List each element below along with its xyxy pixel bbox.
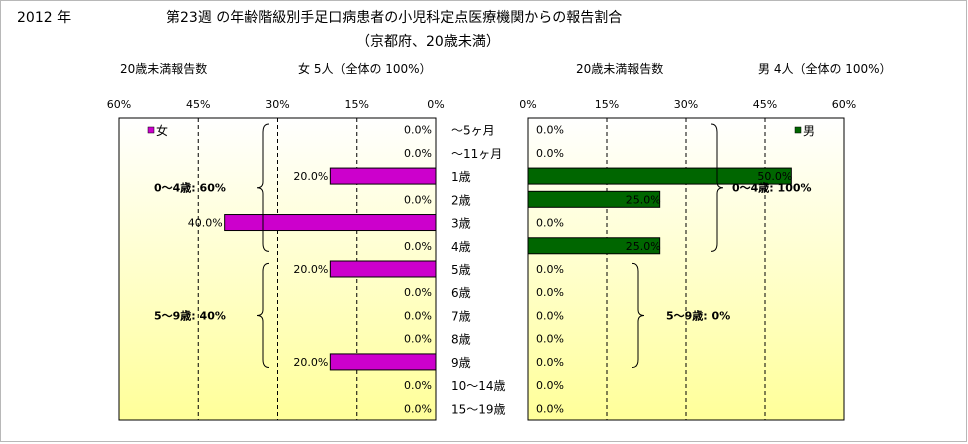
female-data-label: 20.0% (293, 170, 328, 183)
female-legend-swatch (147, 126, 155, 134)
male-data-label: 0.0% (536, 379, 564, 392)
female-data-label: 20.0% (293, 356, 328, 369)
male-age-0-4-brace (710, 123, 724, 252)
category-label: 5歳 (451, 263, 471, 277)
female-data-label: 0.0% (404, 333, 432, 346)
female-bar (224, 214, 437, 232)
male-data-label: 50.0% (757, 170, 792, 183)
female-data-label: 0.0% (404, 402, 432, 415)
male-data-label: 0.0% (536, 309, 564, 322)
female-age-0-4-annotation: 0～4歳: 60% (154, 181, 226, 195)
year-label: 2012 年 (17, 10, 72, 26)
female-data-label: 0.0% (404, 240, 432, 253)
female-data-label: 0.0% (404, 124, 432, 137)
male-axis-caption: 20歳未満報告数 (576, 62, 664, 76)
female-data-label: 40.0% (188, 217, 223, 230)
male-tick-label: 45% (753, 98, 777, 111)
female-tick-label: 45% (186, 98, 210, 111)
category-label: 9歳 (451, 356, 471, 370)
category-label: 7歳 (451, 309, 471, 323)
female-tick-label: 30% (265, 98, 289, 111)
category-label: ～5ヶ月 (451, 124, 495, 138)
female-tick-label: 60% (107, 98, 131, 111)
category-label: 8歳 (451, 333, 471, 347)
male-data-label: 0.0% (536, 402, 564, 415)
female-axis-caption: 20歳未満報告数 (120, 62, 208, 76)
male-legend-label: 男 (803, 124, 815, 138)
female-age-5-9-annotation: 5～9歳: 40% (154, 308, 226, 322)
female-tick-label: 15% (345, 98, 369, 111)
female-tick-label: 0% (427, 98, 444, 111)
female-age-5-9-brace (256, 262, 270, 369)
female-bar (329, 260, 437, 278)
category-label: 10～14歳 (451, 379, 506, 393)
male-data-label: 0.0% (536, 263, 564, 276)
male-tick-label: 0% (519, 98, 536, 111)
male-tick-label: 15% (595, 98, 619, 111)
chart-title: 第23週 の年齢階級別手足口病患者の小児科定点医療機関からの報告割合 (166, 10, 623, 26)
male-data-label: 0.0% (536, 217, 564, 230)
male-data-label: 0.0% (536, 124, 564, 137)
male-summary: 男 4人（全体の 100%） (758, 62, 892, 76)
female-summary: 女 5人（全体の 100%） (298, 62, 432, 76)
male-age-5-9-annotation: 5～9歳: 0% (666, 308, 730, 322)
male-data-label: 0.0% (536, 356, 564, 369)
category-label: 1歳 (451, 170, 471, 184)
chart-subtitle: （京都府、20歳未満） (356, 34, 500, 50)
female-bar (329, 167, 437, 185)
male-bar (527, 190, 661, 208)
female-data-label: 0.0% (404, 193, 432, 206)
female-data-label: 0.0% (404, 309, 432, 322)
female-legend-label: 女 (156, 123, 168, 138)
male-data-label: 0.0% (536, 147, 564, 160)
male-tick-label: 60% (832, 98, 856, 111)
male-age-0-4-annotation: 0～4歳: 100% (732, 181, 812, 195)
male-tick-label: 30% (674, 98, 698, 111)
category-label: 2歳 (451, 193, 471, 207)
female-age-0-4-brace (256, 123, 270, 252)
male-data-label: 0.0% (536, 286, 564, 299)
female-data-label: 0.0% (404, 147, 432, 160)
category-label: 3歳 (451, 217, 471, 231)
category-label: 4歳 (451, 240, 471, 254)
female-data-label: 20.0% (293, 263, 328, 276)
category-label: ～11ヶ月 (451, 147, 502, 161)
male-bar (527, 167, 792, 185)
male-legend-swatch (794, 126, 802, 134)
male-bar (527, 237, 661, 255)
category-label: 15～19歳 (451, 402, 506, 416)
male-data-label: 25.0% (626, 240, 661, 253)
male-data-label: 0.0% (536, 333, 564, 346)
category-label: 6歳 (451, 286, 471, 300)
female-data-label: 0.0% (404, 379, 432, 392)
male-data-label: 25.0% (626, 193, 661, 206)
female-bar (329, 353, 437, 371)
male-age-5-9-brace (631, 262, 645, 369)
female-data-label: 0.0% (404, 286, 432, 299)
